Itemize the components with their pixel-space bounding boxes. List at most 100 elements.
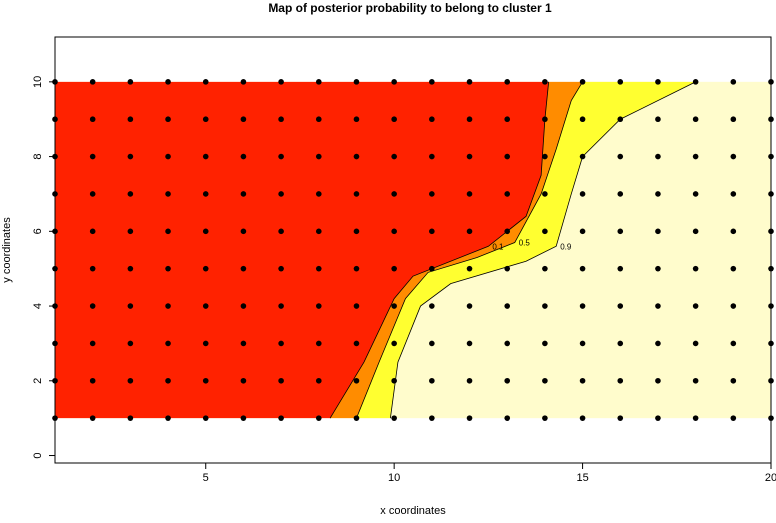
grid-point [542,340,548,347]
grid-point [466,228,473,235]
grid-point [655,153,661,160]
grid-point [730,228,737,235]
grid-point [127,116,134,123]
grid-point [466,191,473,197]
grid-point [655,303,661,309]
y-tick-label: 4 [32,303,44,309]
grid-point [466,116,473,123]
grid-point [466,415,473,421]
grid-point [353,116,360,123]
grid-point [127,340,134,347]
grid-point [730,116,737,123]
grid-point [617,377,624,384]
grid-point [165,191,171,197]
grid-point [391,191,397,197]
grid-point [655,191,661,197]
grid-point [504,377,511,384]
grid-point [429,265,435,272]
grid-point [504,79,511,85]
grid-point [617,79,624,85]
grid-point [240,191,247,197]
grid-point [391,265,397,272]
grid-point [504,153,511,160]
grid-point [504,228,511,235]
grid-point [730,377,737,384]
grid-point [692,153,699,160]
grid-point [278,415,284,421]
region-fill [356,81,696,419]
x-tick-label: 15 [576,472,588,484]
grid-point [240,415,247,421]
x-tick-label: 20 [765,472,776,484]
grid-point [240,79,247,85]
grid-point [466,79,473,85]
grid-point [579,79,586,85]
grid-point [542,303,548,309]
grid-point [617,191,624,197]
grid-point [655,228,661,235]
grid-point [579,377,586,384]
grid-point [353,303,360,309]
grid-point [429,377,435,384]
grid-point [127,303,134,309]
grid-point [730,153,737,160]
plot-box [54,36,772,464]
grid-point [579,191,586,197]
grid-point [353,340,360,347]
y-axis-label: y coordinates [1,217,13,283]
grid-point [391,153,397,160]
grid-point [617,116,624,123]
grid-point [278,228,284,235]
grid-point [278,191,284,197]
grid-point [429,79,435,85]
grid-point [89,79,96,85]
y-tick-label: 2 [32,378,44,384]
grid-point [89,116,96,123]
grid-point [127,153,134,160]
grid-point [240,265,247,272]
grid-point [504,340,511,347]
contour-label: 0.9 [560,242,572,251]
grid-point [730,303,737,309]
grid-point [202,265,209,272]
grid-point [466,340,473,347]
grid-point [127,191,134,197]
grid-point [692,228,699,235]
grid-point [542,265,548,272]
grid-point [165,340,171,347]
grid-point [202,377,209,384]
grid-point [692,303,699,309]
grid-point [429,191,435,197]
grid-point [504,265,511,272]
grid-point [127,265,134,272]
grid-point [391,228,397,235]
grid-point [429,340,435,347]
grid-point [542,153,548,160]
grid-point [89,153,96,160]
grid-point [315,191,322,197]
x-axis-label: x coordinates [380,505,446,517]
grid-point [730,191,737,197]
grid-point [89,340,96,347]
grid-point [617,265,624,272]
grid-point [202,340,209,347]
grid-point [278,116,284,123]
y-tick-label: 6 [32,228,44,234]
grid-point [278,265,284,272]
grid-point [542,191,548,197]
grid-point [692,79,699,85]
grid-point [315,153,322,160]
grid-point [466,303,473,309]
grid-point [202,303,209,309]
grid-point [579,228,586,235]
grid-point [353,265,360,272]
grid-point [466,153,473,160]
grid-point [315,303,322,309]
grid-point [692,116,699,123]
grid-point [655,415,661,421]
grid-point [579,415,586,421]
grid-point [730,79,737,85]
grid-point [353,191,360,197]
grid-point [655,340,661,347]
